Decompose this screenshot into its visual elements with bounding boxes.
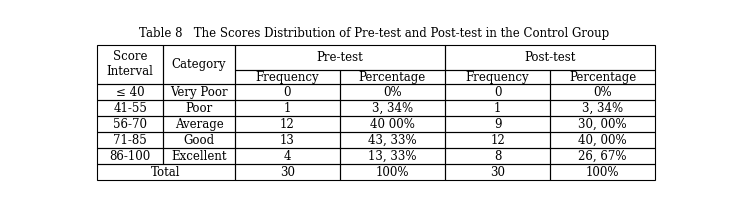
Bar — [550, 84, 656, 100]
Text: 0: 0 — [493, 86, 502, 99]
Bar — [234, 116, 340, 132]
Bar — [164, 148, 234, 164]
Bar — [234, 84, 340, 100]
Text: Pre-test: Pre-test — [317, 51, 364, 64]
Bar — [445, 70, 550, 84]
Bar — [445, 100, 550, 116]
Text: 71-85: 71-85 — [113, 134, 147, 147]
Bar — [340, 132, 445, 148]
Text: Poor: Poor — [185, 102, 212, 115]
Text: 13: 13 — [280, 134, 295, 147]
Text: 3, 34%: 3, 34% — [582, 102, 623, 115]
Bar — [445, 148, 550, 164]
Bar — [445, 132, 550, 148]
Text: 56-70: 56-70 — [113, 118, 147, 131]
Text: 13, 33%: 13, 33% — [368, 150, 417, 163]
Text: 12: 12 — [280, 118, 295, 131]
Bar — [340, 84, 445, 100]
Text: 1: 1 — [494, 102, 502, 115]
Bar — [164, 100, 234, 116]
Bar — [550, 164, 656, 180]
Text: Excellent: Excellent — [172, 150, 227, 163]
Bar — [97, 132, 164, 148]
Text: 86-100: 86-100 — [110, 150, 150, 163]
Text: Average: Average — [174, 118, 223, 131]
Bar — [550, 132, 656, 148]
Text: 0: 0 — [283, 86, 291, 99]
Text: 100%: 100% — [586, 166, 620, 179]
Text: 40, 00%: 40, 00% — [578, 134, 627, 147]
Text: 9: 9 — [493, 118, 502, 131]
Bar — [164, 44, 234, 84]
Text: 0%: 0% — [383, 86, 402, 99]
Bar — [340, 116, 445, 132]
Bar — [340, 148, 445, 164]
Text: Percentage: Percentage — [569, 71, 637, 84]
Text: Percentage: Percentage — [358, 71, 426, 84]
Text: 8: 8 — [494, 150, 502, 163]
Text: Very Poor: Very Poor — [170, 86, 228, 99]
Text: 4: 4 — [283, 150, 291, 163]
Bar — [340, 70, 445, 84]
Text: 30: 30 — [490, 166, 505, 179]
Bar — [550, 70, 656, 84]
Bar — [97, 164, 234, 180]
Bar — [234, 132, 340, 148]
Text: Category: Category — [172, 58, 226, 71]
Bar — [550, 116, 656, 132]
Text: Post-test: Post-test — [524, 51, 576, 64]
Text: 1: 1 — [283, 102, 291, 115]
Bar — [340, 164, 445, 180]
Text: Good: Good — [183, 134, 215, 147]
Bar — [97, 100, 164, 116]
Bar — [550, 100, 656, 116]
Bar — [234, 70, 340, 84]
Bar — [164, 116, 234, 132]
Bar — [164, 132, 234, 148]
Bar — [234, 44, 445, 70]
Text: 41-55: 41-55 — [113, 102, 147, 115]
Bar — [445, 116, 550, 132]
Bar — [97, 44, 164, 84]
Bar — [97, 84, 164, 100]
Text: Total: Total — [151, 166, 180, 179]
Text: 12: 12 — [490, 134, 505, 147]
Text: Frequency: Frequency — [255, 71, 319, 84]
Bar — [445, 44, 656, 70]
Bar — [445, 164, 550, 180]
Text: 0%: 0% — [593, 86, 612, 99]
Text: 40 00%: 40 00% — [370, 118, 415, 131]
Text: Score
Interval: Score Interval — [107, 50, 153, 78]
Bar — [550, 148, 656, 164]
Text: Table 8   The Scores Distribution of Pre-test and Post-test in the Control Group: Table 8 The Scores Distribution of Pre-t… — [139, 27, 610, 40]
Text: ≤ 40: ≤ 40 — [116, 86, 145, 99]
Bar — [445, 84, 550, 100]
Text: 26, 67%: 26, 67% — [578, 150, 627, 163]
Text: 30: 30 — [280, 166, 295, 179]
Text: Frequency: Frequency — [466, 71, 529, 84]
Text: 43, 33%: 43, 33% — [368, 134, 417, 147]
Bar — [234, 148, 340, 164]
Bar — [340, 100, 445, 116]
Text: 100%: 100% — [376, 166, 409, 179]
Text: 30, 00%: 30, 00% — [578, 118, 627, 131]
Bar — [97, 116, 164, 132]
Bar — [234, 164, 340, 180]
Bar — [234, 100, 340, 116]
Bar — [97, 148, 164, 164]
Text: 3, 34%: 3, 34% — [372, 102, 413, 115]
Bar — [164, 84, 234, 100]
